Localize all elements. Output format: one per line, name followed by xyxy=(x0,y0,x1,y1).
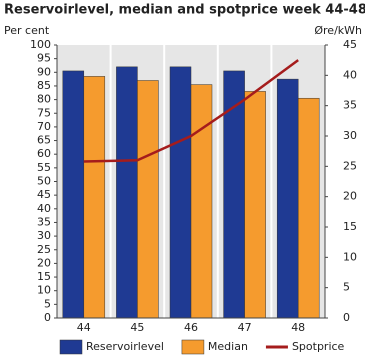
y2-tick-label: 5 xyxy=(343,281,350,294)
bar xyxy=(297,97,320,319)
y-tick-label: 35 xyxy=(37,215,51,228)
y2-tick-label: 40 xyxy=(343,68,357,81)
legend-label: Spotprice xyxy=(292,340,345,353)
bar xyxy=(244,91,266,319)
x-tick-label: 48 xyxy=(291,321,305,334)
y2-tick-label: 15 xyxy=(343,220,357,233)
y-tick-label: 80 xyxy=(37,93,51,106)
legend-swatch xyxy=(59,339,83,355)
bar xyxy=(62,70,85,319)
y2-tick-label: 45 xyxy=(343,38,357,51)
x-tick-label: 44 xyxy=(77,321,91,334)
bar xyxy=(276,78,299,319)
y2-tick-label: 35 xyxy=(343,99,357,112)
y-tick-label: 25 xyxy=(37,243,51,256)
y-tick-label: 40 xyxy=(37,202,51,215)
y2-tick-label: 0 xyxy=(343,311,350,324)
y-tick-label: 20 xyxy=(37,256,51,269)
chart-title: Reservoirlevel, median and spotprice wee… xyxy=(4,3,365,18)
bar xyxy=(116,66,138,319)
y-tick-label: 15 xyxy=(37,270,51,283)
y-tick-label: 95 xyxy=(37,52,51,65)
y-tick-label: 30 xyxy=(37,229,51,242)
y2-axis-label: Øre/kWh xyxy=(314,24,362,37)
y-tick-label: 0 xyxy=(44,311,51,324)
y2-tick-label: 25 xyxy=(343,159,357,172)
y-tick-label: 75 xyxy=(37,106,51,119)
x-tick-label: 45 xyxy=(130,321,144,334)
legend-swatch xyxy=(181,339,205,355)
y-tick-label: 10 xyxy=(37,284,51,297)
x-tick-label: 47 xyxy=(238,321,252,334)
y2-tick-label: 20 xyxy=(343,190,357,203)
y-tick-label: 70 xyxy=(37,120,51,133)
line-series xyxy=(83,59,299,163)
y-tick-label: 60 xyxy=(37,147,51,160)
bar xyxy=(137,80,159,319)
y-tick-label: 90 xyxy=(37,65,51,78)
x-tick-label: 46 xyxy=(184,321,198,334)
bar xyxy=(83,76,106,319)
y-tick-label: 50 xyxy=(37,175,51,188)
y-tick-label: 55 xyxy=(37,161,51,174)
y-axis-label: Per cent xyxy=(4,24,50,37)
bar xyxy=(190,84,213,319)
y2-tick-label: 10 xyxy=(343,250,357,263)
y-tick-label: 5 xyxy=(44,297,51,310)
legend-label: Reservoirlevel xyxy=(86,340,164,353)
y-tick-label: 85 xyxy=(37,79,51,92)
y2-tick-label: 30 xyxy=(343,129,357,142)
y-tick-label: 100 xyxy=(30,38,51,51)
bar xyxy=(169,66,192,319)
y-tick-label: 65 xyxy=(37,134,51,147)
legend-label: Median xyxy=(208,340,248,353)
y-tick-label: 45 xyxy=(37,188,51,201)
